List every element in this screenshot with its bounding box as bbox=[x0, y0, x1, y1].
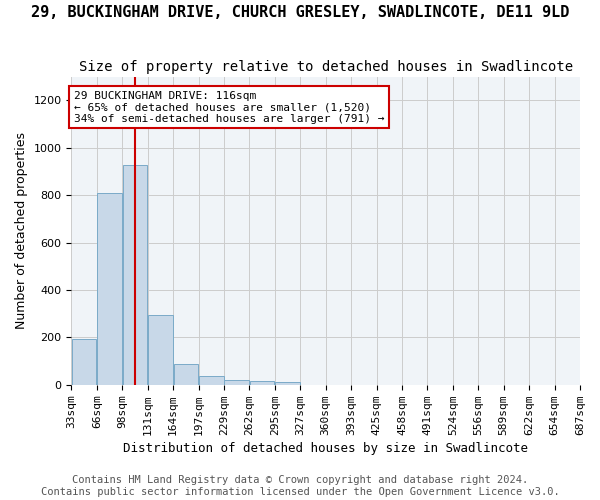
Bar bbox=[199, 376, 224, 385]
Bar bbox=[275, 382, 300, 385]
Bar bbox=[224, 380, 249, 385]
Bar bbox=[250, 380, 274, 385]
Bar bbox=[72, 338, 97, 385]
Text: 29 BUCKINGHAM DRIVE: 116sqm
← 65% of detached houses are smaller (1,520)
34% of : 29 BUCKINGHAM DRIVE: 116sqm ← 65% of det… bbox=[74, 91, 384, 124]
Bar bbox=[122, 166, 148, 385]
Y-axis label: Number of detached properties: Number of detached properties bbox=[15, 132, 28, 329]
Bar bbox=[173, 364, 198, 385]
Title: Size of property relative to detached houses in Swadlincote: Size of property relative to detached ho… bbox=[79, 60, 573, 74]
Bar bbox=[97, 193, 122, 385]
Text: Contains HM Land Registry data © Crown copyright and database right 2024.
Contai: Contains HM Land Registry data © Crown c… bbox=[41, 476, 559, 497]
X-axis label: Distribution of detached houses by size in Swadlincote: Distribution of detached houses by size … bbox=[123, 442, 528, 455]
Text: 29, BUCKINGHAM DRIVE, CHURCH GRESLEY, SWADLINCOTE, DE11 9LD: 29, BUCKINGHAM DRIVE, CHURCH GRESLEY, SW… bbox=[31, 5, 569, 20]
Bar bbox=[148, 315, 173, 385]
